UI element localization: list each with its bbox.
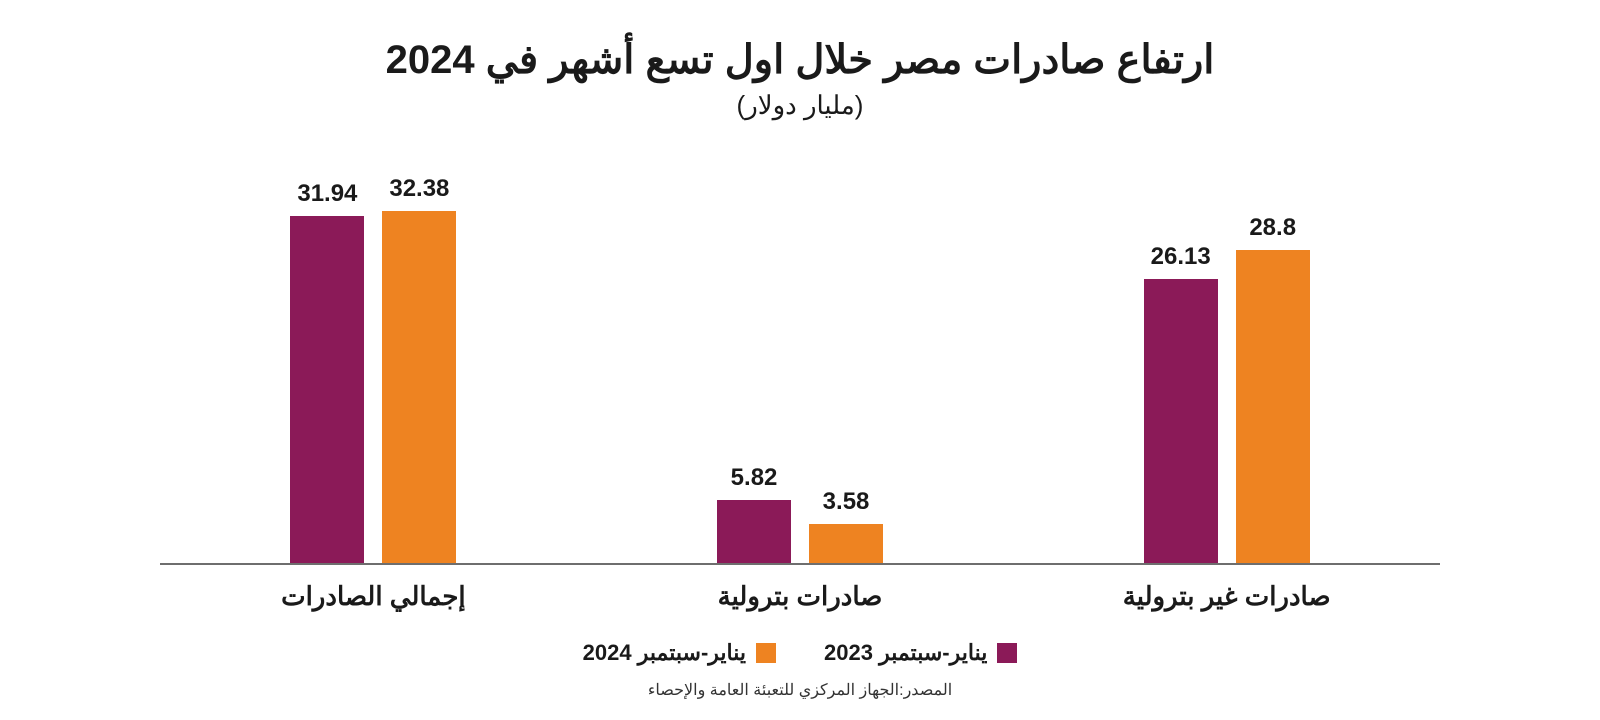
value-label: 31.94 [297, 180, 357, 208]
bar-total-2023: 31.94 [290, 180, 364, 563]
legend-item-2023: يناير-سبتمبر 2023 [824, 640, 1017, 666]
source-text: المصدر:الجهاز المركزي للتعبئة العامة وال… [648, 680, 952, 700]
bar-rect [290, 216, 364, 563]
bar-total-2024: 32.38 [382, 175, 456, 563]
legend-item-2024: يناير-سبتمبر 2024 [583, 640, 776, 666]
value-label: 28.8 [1249, 214, 1296, 242]
group-petro: 3.58 5.82 [621, 464, 979, 563]
bar-non-petro-2024: 28.8 [1236, 214, 1310, 563]
legend-swatch-icon [997, 643, 1017, 663]
plot-area: 28.8 26.13 3.58 5.82 32.38 [160, 149, 1440, 565]
chart-title: ارتفاع صادرات مصر خلال اول تسع أشهر في 2… [386, 36, 1215, 84]
bar-petro-2024: 3.58 [809, 488, 883, 563]
chart-subtitle: (مليار دولار) [737, 90, 864, 121]
bar-rect [717, 500, 791, 563]
category-label: إجمالي الصادرات [194, 581, 552, 612]
bar-rect [809, 524, 883, 563]
bar-rect [1144, 279, 1218, 563]
value-label: 3.58 [823, 488, 870, 516]
bar-rect [382, 211, 456, 563]
legend-swatch-icon [756, 643, 776, 663]
legend: يناير-سبتمبر 2023 يناير-سبتمبر 2024 [583, 640, 1018, 666]
value-label: 5.82 [731, 464, 778, 492]
category-label: صادرات غير بترولية [1047, 581, 1405, 612]
bar-petro-2023: 5.82 [717, 464, 791, 563]
group-total: 32.38 31.94 [194, 175, 552, 563]
value-label: 26.13 [1151, 243, 1211, 271]
chart-container: ارتفاع صادرات مصر خلال اول تسع أشهر في 2… [0, 0, 1600, 720]
category-labels: صادرات غير بترولية صادرات بترولية إجمالي… [160, 581, 1440, 612]
bar-rect [1236, 250, 1310, 563]
value-label: 32.38 [389, 175, 449, 203]
bar-non-petro-2023: 26.13 [1144, 243, 1218, 563]
group-non-petro: 28.8 26.13 [1047, 214, 1405, 563]
category-label: صادرات بترولية [621, 581, 979, 612]
legend-label: يناير-سبتمبر 2024 [583, 640, 746, 666]
legend-label: يناير-سبتمبر 2023 [824, 640, 987, 666]
